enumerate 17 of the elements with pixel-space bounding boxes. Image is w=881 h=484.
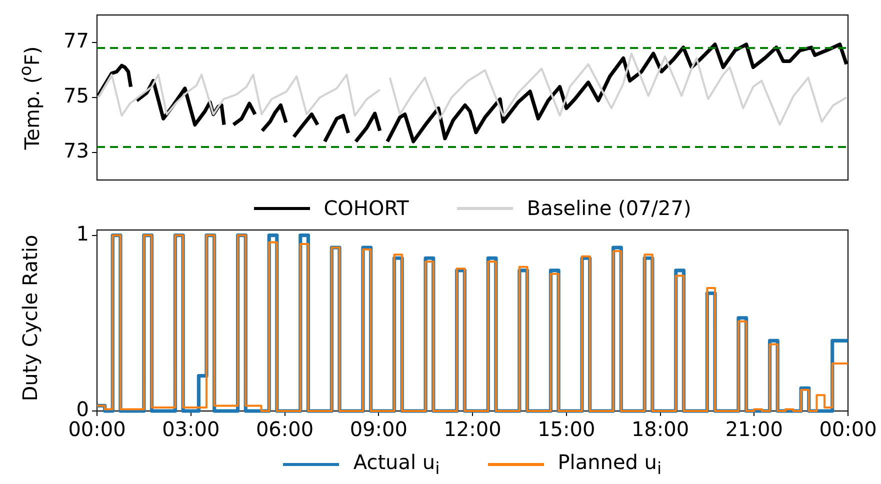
x-tick-label: 15:00 [538, 417, 596, 442]
legend-label: Baseline (07/27) [526, 196, 692, 220]
legend-label: Actual u$_{i}$ [353, 450, 440, 478]
y-tick-label: 73 [64, 138, 89, 163]
y-tick-label: 1 [76, 221, 89, 246]
legend-label: COHORT [324, 196, 409, 220]
y-axis-title: Duty Cycle Ratio [18, 234, 42, 402]
x-tick-label: 18:00 [631, 417, 690, 442]
y-tick-label: 75 [64, 84, 89, 108]
legend-label: Planned u$_{i}$ [558, 450, 662, 478]
x-tick-label: 00:00 [819, 417, 877, 442]
y-tick-label: 77 [64, 28, 89, 53]
x-tick-label: 09:00 [350, 417, 408, 442]
x-tick-label: 12:00 [444, 417, 502, 442]
x-tick-label: 21:00 [725, 417, 783, 442]
x-tick-label: 03:00 [162, 417, 220, 442]
x-tick-label: 06:00 [256, 417, 314, 442]
